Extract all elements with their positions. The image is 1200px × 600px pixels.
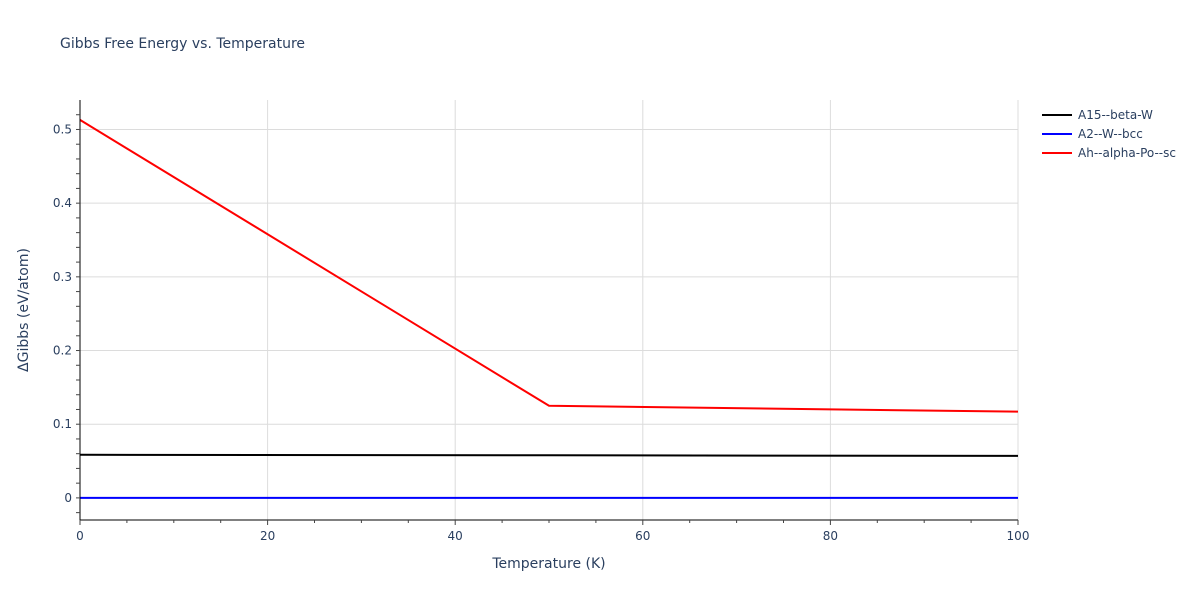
- y-tick-label: 0.2: [53, 344, 72, 358]
- y-tick-label: 0.3: [53, 270, 72, 284]
- grid-lines: [80, 100, 1019, 520]
- legend-label: Ah--alpha-Po--sc: [1078, 145, 1176, 160]
- legend: A15--beta-W A2--W--bcc Ah--alpha-Po--sc: [1042, 105, 1176, 162]
- legend-item-a15-beta-w[interactable]: A15--beta-W: [1042, 105, 1176, 124]
- series-line: [79, 453, 1019, 457]
- legend-item-ah-alpha-po-sc[interactable]: Ah--alpha-Po--sc: [1042, 143, 1176, 162]
- x-tick-label: 100: [1007, 529, 1030, 543]
- legend-label: A2--W--bcc: [1078, 126, 1143, 141]
- legend-label: A15--beta-W: [1078, 107, 1153, 122]
- series-line: [79, 119, 1019, 413]
- data-series: [79, 119, 1019, 499]
- x-tick-label: 0: [76, 529, 84, 543]
- y-tick-label: 0.1: [53, 417, 72, 431]
- x-tick-label: 80: [823, 529, 838, 543]
- legend-line-icon: [1042, 113, 1072, 116]
- legend-item-a2-w-bcc[interactable]: A2--W--bcc: [1042, 124, 1176, 143]
- y-tick-label: 0.5: [53, 122, 72, 136]
- x-tick-label: 40: [448, 529, 463, 543]
- x-tick-label: 60: [635, 529, 650, 543]
- axes: 0 20 40 60 80 100 0 0.1 0.2 0.3 0.4 0.5: [53, 100, 1030, 543]
- y-axis-label: ΔGibbs (eV/atom): [16, 248, 32, 372]
- y-tick-label: 0.4: [53, 196, 72, 210]
- legend-line-icon: [1042, 132, 1072, 135]
- y-tick-label: 0: [64, 491, 72, 505]
- chart-title: Gibbs Free Energy vs. Temperature: [60, 36, 306, 52]
- x-axis-label: Temperature (K): [491, 556, 605, 572]
- legend-line-icon: [1042, 151, 1072, 154]
- x-tick-label: 20: [260, 529, 275, 543]
